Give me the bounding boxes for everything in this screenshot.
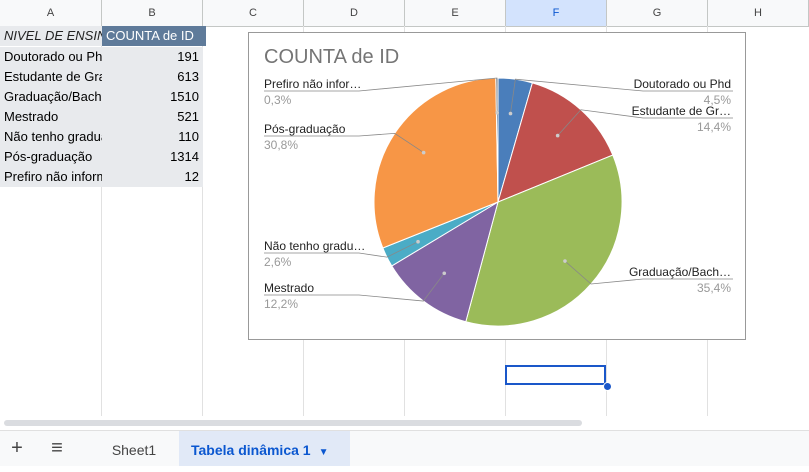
column-header-b[interactable]: B	[102, 0, 203, 26]
row-value[interactable]: 1314	[102, 147, 203, 167]
leader-dot	[416, 239, 420, 244]
tab-label: Sheet1	[111, 442, 157, 458]
leader-line	[264, 77, 498, 113]
column-header-f[interactable]: F	[506, 0, 607, 26]
row-value[interactable]: 191	[102, 47, 203, 67]
hamburger-icon[interactable]: ≡	[51, 437, 63, 459]
selected-cell[interactable]	[505, 365, 606, 385]
grid-line	[202, 26, 203, 416]
slice-pct-doutorado: 4,5%	[703, 93, 731, 107]
sheet-tab-bar: + ≡ Sheet1 Tabela dinâmica 1 ▼	[0, 430, 809, 466]
column-headers: A B C D E F G H	[0, 0, 809, 27]
horizontal-scrollbar[interactable]	[0, 416, 809, 430]
row-label[interactable]: Estudante de Graduação	[0, 67, 105, 87]
table-row: Pós-graduação 1314	[0, 147, 203, 167]
table-row: Graduação/Bacharelado 1510	[0, 87, 203, 107]
slice-label-prefiro: Prefiro não infor…	[264, 77, 362, 91]
table-row: Prefiro não informar 12	[0, 167, 203, 187]
sheet-grid[interactable]: NIVEL DE ENSINO COUNTA de ID Doutorado o…	[0, 26, 809, 416]
scrollbar-thumb[interactable]	[4, 420, 582, 426]
column-header-c[interactable]: C	[203, 0, 304, 26]
column-header-d[interactable]: D	[304, 0, 405, 26]
row-value[interactable]: 12	[102, 167, 203, 187]
leader-line	[510, 78, 733, 114]
caret-down-icon[interactable]: ▼	[318, 447, 329, 458]
tab-label: Tabela dinâmica 1	[191, 442, 311, 458]
pivot-header-row: NIVEL DE ENSINO COUNTA de ID	[0, 26, 206, 46]
pivot-value-header[interactable]: COUNTA de ID	[102, 26, 206, 46]
slice-label-graduacao: Graduação/Bach…	[628, 265, 731, 279]
slice-label-estudante: Estudante de Gr…	[631, 104, 731, 118]
fill-handle[interactable]	[603, 382, 612, 391]
pie-chart[interactable]: COUNTA de ID Prefiro não infor… 0,3% Pós…	[248, 32, 746, 340]
leader-dot	[442, 271, 447, 276]
slice-pct-estudante: 14,4%	[696, 120, 731, 134]
table-row: Mestrado 521	[0, 107, 203, 127]
leader-dot	[508, 111, 513, 116]
column-header-h[interactable]: H	[708, 0, 809, 26]
leader-line	[264, 273, 445, 302]
tab-sheet1[interactable]: Sheet1	[90, 431, 178, 466]
tab-tabela-dinamica[interactable]: Tabela dinâmica 1 ▼	[179, 431, 350, 466]
pie-svg	[264, 77, 733, 327]
slice-pct-mestrado: 12,2%	[264, 297, 299, 311]
slice-pct-prefiro: 0,3%	[264, 93, 292, 107]
row-label[interactable]: Não tenho graduação	[0, 127, 105, 147]
row-value[interactable]: 613	[102, 67, 203, 87]
slice-label-mestrado: Mestrado	[264, 281, 315, 295]
column-header-g[interactable]: G	[607, 0, 708, 26]
slice-pct-graduacao: 35,4%	[696, 281, 731, 295]
leader-line	[557, 109, 733, 136]
leader-line	[264, 132, 424, 153]
table-row: Doutorado ou Phd 191	[0, 47, 203, 67]
grid-line	[101, 26, 102, 416]
row-value[interactable]: 1510	[102, 87, 203, 107]
chart-title: COUNTA de ID	[264, 46, 400, 68]
table-row: Estudante de Graduação 613	[0, 67, 203, 87]
row-value[interactable]: 110	[102, 127, 203, 147]
column-header-a[interactable]: A	[0, 0, 102, 26]
plus-icon[interactable]: +	[11, 437, 23, 459]
pivot-row-header[interactable]: NIVEL DE ENSINO	[0, 26, 105, 46]
row-label[interactable]: Graduação/Bacharelado	[0, 87, 105, 107]
row-label[interactable]: Doutorado ou Phd	[0, 47, 105, 67]
slice-pct-pos: 30,8%	[264, 138, 299, 152]
leader-line	[564, 260, 733, 285]
table-row: Não tenho graduação 110	[0, 127, 203, 147]
slice-label-pos: Pós-graduação	[264, 122, 346, 136]
row-label[interactable]: Prefiro não informar	[0, 167, 105, 187]
leader-dot	[421, 150, 426, 155]
slice-label-naotenho: Não tenho gradu…	[264, 239, 366, 253]
row-label[interactable]: Pós-graduação	[0, 147, 105, 167]
leader-dot	[563, 259, 567, 263]
row-value[interactable]: 521	[102, 107, 203, 127]
column-header-e[interactable]: E	[405, 0, 506, 26]
leader-dot	[495, 110, 500, 115]
slice-label-doutorado: Doutorado ou Phd	[633, 77, 731, 91]
leader-dot	[555, 133, 560, 138]
slice-pct-naotenho: 2,6%	[264, 255, 292, 269]
leader-line	[264, 241, 419, 258]
row-label[interactable]: Mestrado	[0, 107, 105, 127]
